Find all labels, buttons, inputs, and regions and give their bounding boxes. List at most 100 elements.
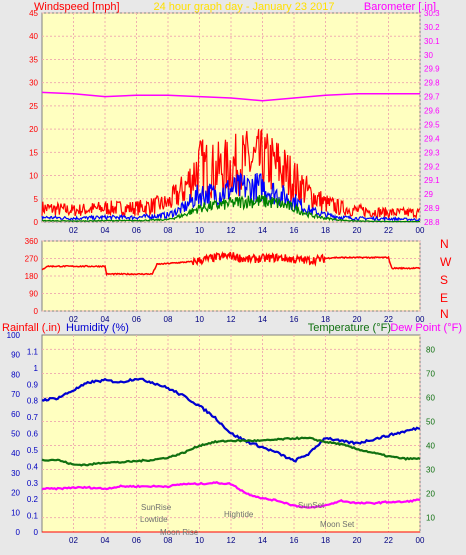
y-tick-humidity: 60 — [11, 410, 20, 419]
y-tick-temperature: 60 — [426, 393, 435, 402]
wind-average-line — [41, 172, 421, 223]
y-tick-direction: 270 — [25, 255, 39, 264]
y-tick-rainfall: 1.1 — [27, 347, 39, 356]
y-tick-humidity: 50 — [11, 430, 20, 439]
y-tick-direction: 180 — [25, 272, 39, 281]
x-tick-label-wind: 08 — [164, 226, 173, 235]
y-tick-windspeed: 20 — [29, 125, 38, 134]
y-tick-windspeed: 10 — [29, 172, 38, 181]
humidity-axis-title: Humidity (%) — [66, 322, 129, 334]
y-tick-windspeed: 30 — [29, 79, 38, 88]
y-tick-windspeed: 25 — [29, 102, 38, 111]
y-tick-rainfall: 0.2 — [27, 495, 39, 504]
y-tick-rainfall: 0.3 — [27, 479, 39, 488]
y-tick-rainfall: 1 — [34, 364, 39, 373]
x-tick-label-direction: 12 — [227, 315, 236, 324]
x-tick-label-wind: 02 — [69, 226, 78, 235]
x-tick-label-direction: 00 — [416, 315, 425, 324]
direction-label-n-bottom: N — [440, 307, 449, 321]
barometer-line — [41, 91, 420, 102]
x-tick-label-climate: 04 — [101, 536, 110, 545]
x-tick-label-direction: 02 — [69, 315, 78, 324]
x-tick-label-climate: 00 — [416, 536, 425, 545]
x-tick-label-direction: 22 — [384, 315, 393, 324]
y-tick-humidity: 100 — [7, 331, 21, 340]
x-tick-label-climate: 08 — [164, 536, 173, 545]
x-tick-label-wind: 14 — [258, 226, 267, 235]
rainfall-axis-title: Rainfall (.in) — [2, 322, 61, 334]
y-tick-rainfall: 0.9 — [27, 380, 39, 389]
x-tick-label-wind: 00 — [416, 226, 425, 235]
hightide-label: Hightide — [224, 510, 254, 519]
y-tick-rainfall: 0.6 — [27, 430, 39, 439]
y-tick-barometer: 29.7 — [424, 93, 440, 102]
y-tick-humidity: 10 — [11, 508, 20, 517]
x-tick-label-climate: 16 — [290, 536, 299, 545]
direction-label-s: S — [440, 273, 448, 287]
y-tick-temperature: 40 — [426, 442, 435, 451]
y-tick-rainfall: 0.1 — [27, 512, 39, 521]
y-tick-temperature: 70 — [426, 369, 435, 378]
y-tick-humidity: 20 — [11, 489, 20, 498]
y-tick-barometer: 29.4 — [424, 134, 440, 143]
y-tick-barometer: 29 — [424, 190, 433, 199]
moonset-label: Moon Set — [320, 520, 355, 529]
y-tick-barometer: 30.1 — [424, 37, 440, 46]
wind-direction-line — [41, 250, 420, 277]
graph-title: 24 hour graph day - January 23 2017 — [153, 1, 334, 13]
x-tick-label-direction: 14 — [258, 315, 267, 324]
y-tick-direction: 0 — [34, 307, 39, 316]
x-tick-label-direction: 06 — [132, 315, 141, 324]
y-tick-windspeed: 35 — [29, 55, 38, 64]
y-tick-barometer: 30.3 — [424, 9, 440, 18]
y-tick-direction: 90 — [29, 290, 38, 299]
y-tick-barometer: 29.6 — [424, 107, 440, 116]
x-tick-label-climate: 12 — [227, 536, 236, 545]
y-tick-barometer: 28.8 — [424, 218, 440, 227]
chart-marks-layer: 05101520253035404528.828.92929.129.229.3… — [7, 9, 440, 545]
x-tick-label-climate: 02 — [69, 536, 78, 545]
y-tick-rainfall: 0.8 — [27, 397, 39, 406]
x-tick-label-wind: 22 — [384, 226, 393, 235]
y-tick-humidity: 40 — [11, 449, 20, 458]
y-tick-humidity: 0 — [16, 528, 21, 537]
x-tick-label-direction: 16 — [290, 315, 299, 324]
temperature-line — [41, 436, 421, 467]
y-tick-windspeed: 5 — [34, 195, 39, 204]
y-tick-barometer: 28.9 — [424, 204, 440, 213]
y-tick-humidity: 30 — [11, 469, 20, 478]
windspeed-axis-title: Windspeed [mph] — [34, 1, 120, 13]
dew-point-line — [41, 480, 421, 509]
y-tick-rainfall: 0 — [34, 528, 39, 537]
x-tick-label-climate: 06 — [132, 536, 141, 545]
x-tick-label-wind: 04 — [101, 226, 110, 235]
x-tick-label-direction: 04 — [101, 315, 110, 324]
x-tick-label-climate: 14 — [258, 536, 267, 545]
y-tick-humidity: 70 — [11, 390, 20, 399]
x-tick-label-wind: 16 — [290, 226, 299, 235]
y-tick-temperature: 30 — [426, 466, 435, 475]
x-tick-label-climate: 20 — [353, 536, 362, 545]
y-tick-barometer: 29.2 — [424, 162, 440, 171]
x-tick-label-wind: 10 — [195, 226, 204, 235]
y-tick-windspeed: 45 — [29, 9, 38, 18]
y-tick-windspeed: 40 — [29, 32, 38, 41]
x-tick-label-wind: 12 — [227, 226, 236, 235]
y-tick-barometer: 29.5 — [424, 120, 440, 129]
barometer-axis-title: Barometer [.in] — [364, 1, 436, 13]
direction-label-w: W — [440, 255, 452, 269]
temperature-axis-title: Temperature (°F) — [308, 322, 391, 334]
wind-gust-line — [41, 128, 421, 220]
y-tick-barometer: 29.1 — [424, 176, 440, 185]
y-tick-windspeed: 0 — [34, 218, 39, 227]
wind-low-line — [41, 194, 421, 223]
y-tick-humidity: 80 — [11, 370, 20, 379]
humidity-line — [41, 377, 421, 463]
lowtide-label: Lowtide — [140, 515, 168, 524]
event-annotations: SunRise Lowtide Moon Rise Hightide SunSe… — [140, 501, 355, 537]
direction-label-e: E — [440, 291, 448, 305]
x-tick-label-wind: 18 — [321, 226, 330, 235]
y-tick-rainfall: 0.5 — [27, 446, 39, 455]
x-tick-label-direction: 20 — [353, 315, 362, 324]
x-tick-label-climate: 10 — [195, 536, 204, 545]
